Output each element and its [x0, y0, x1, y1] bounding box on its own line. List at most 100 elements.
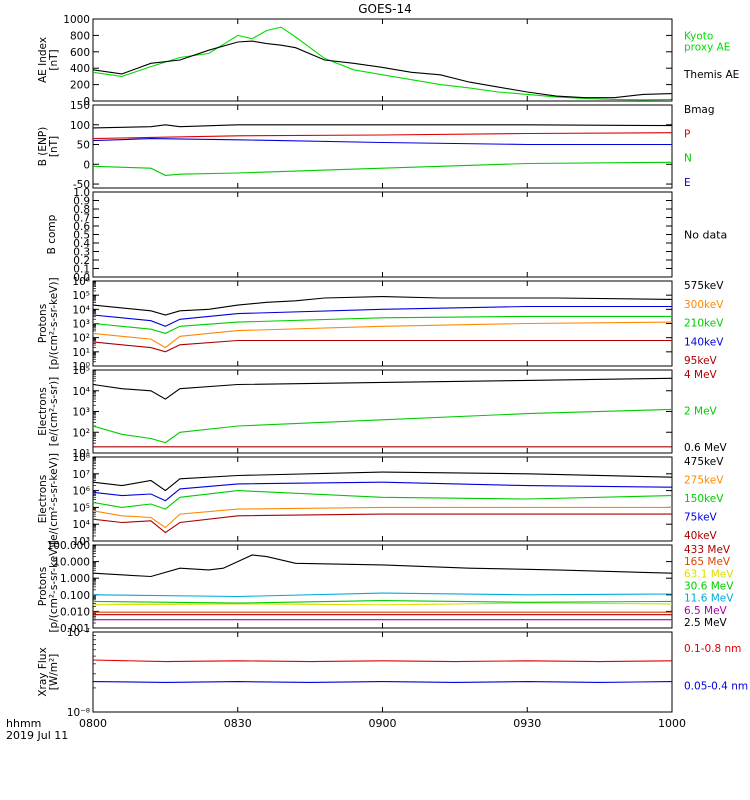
- series-line-575kev: [93, 296, 672, 316]
- y-tick-label: 0.1: [73, 264, 90, 276]
- y-axis-label-line: [e/(cm²-s-sr-keV)]: [48, 453, 60, 545]
- legend-label-line: N: [684, 153, 692, 165]
- y-axis-label-line: [e/(cm²-s-sr)]: [48, 377, 60, 446]
- y-tick-label: 10⁴: [72, 304, 90, 316]
- series-line-30-6-mev: [93, 600, 672, 604]
- legend-label-300kev: 300keV: [684, 299, 724, 311]
- panel-frame: [92, 104, 673, 189]
- panel-frame: [92, 191, 673, 278]
- y-axis-label: B comp: [46, 214, 58, 254]
- y-tick-label: 150: [70, 100, 90, 112]
- legend-label-0-05-0-4-nm: 0.05-0.4 nm: [684, 681, 748, 693]
- y-tick-label: 0.9: [73, 196, 90, 208]
- y-axis-label-line: [W/m²]: [48, 654, 60, 691]
- legend-label-433-mev: 433 MeV: [684, 544, 731, 556]
- legend-label-line: 2 MeV: [684, 406, 718, 418]
- series-line-2-5-mev: [93, 554, 672, 578]
- legend-label-140kev: 140keV: [684, 336, 724, 348]
- legend-label-line: 0.05-0.4 nm: [684, 681, 748, 693]
- y-tick-label: 10⁵: [72, 502, 90, 514]
- legend-label-575kev: 575keV: [684, 280, 724, 292]
- y-axis-label: Electrons[e/(cm²-s-sr)]: [37, 377, 60, 446]
- y-tick-label: 200: [70, 80, 90, 92]
- panel-electrons-kev: 10³ 10⁴ 10⁵ 10⁶ 10⁷ 10⁸ Electrons[e/(cm²-s-sr-…: [37, 452, 724, 548]
- legend-label-30-6-mev: 30.6 MeV: [684, 581, 734, 593]
- series-line-475kev: [93, 471, 672, 492]
- legend-label-line: 275keV: [684, 475, 724, 487]
- y-tick-label: 600: [70, 47, 90, 59]
- legend-label-line: 150keV: [684, 493, 724, 505]
- y-tick-label: 10⁵: [72, 290, 90, 302]
- y-axis-label: Protons[p/(cm²-s-sr-keV)]: [37, 540, 60, 632]
- y-tick-label: 0.001: [60, 623, 90, 635]
- legend-label-275kev: 275keV: [684, 475, 724, 487]
- y-tick-label: 800: [70, 30, 90, 42]
- y-tick-label: 0.0: [73, 272, 90, 284]
- y-axis-label-line: [nT]: [48, 49, 60, 70]
- legend-label-line: 0.6 MeV: [684, 442, 728, 454]
- y-tick-label: 10⁸: [72, 452, 90, 464]
- y-axis-label-line: B (ENP): [37, 127, 49, 167]
- series-line-2-mev: [93, 408, 672, 444]
- legend-label-line: 140keV: [684, 336, 724, 348]
- legend-label-line: 40keV: [684, 530, 718, 542]
- y-axis-label: Electrons[e/(cm²-s-sr-keV)]: [37, 453, 60, 545]
- y-tick-label: 0.8: [73, 204, 90, 216]
- series-line-140kev: [93, 305, 672, 327]
- series-line-themis-ae: [93, 40, 672, 99]
- legend-label-2-5-mev: 2.5 MeV: [684, 617, 728, 629]
- x-tick-label: 1000: [658, 717, 686, 730]
- y-axis-label-line: B comp: [46, 214, 58, 254]
- y-tick-label: 10⁶: [72, 276, 90, 288]
- series-line-150kev: [93, 490, 672, 510]
- legend-label-e: E: [684, 177, 691, 189]
- legend-label-line: E: [684, 177, 691, 189]
- y-axis-label-line: Electrons: [37, 387, 49, 436]
- y-tick-label: 1000: [63, 14, 90, 26]
- y-axis-label: AE Index[nT]: [37, 37, 60, 83]
- y-tick-label: 10⁻⁷: [67, 627, 90, 639]
- y-tick-label: 10³: [72, 536, 90, 548]
- series-line-0-1-0-8-nm: [93, 659, 672, 663]
- series-line-75kev: [93, 481, 672, 502]
- x-tick-label: 0830: [224, 717, 252, 730]
- legend-label-line: 2.5 MeV: [684, 617, 728, 629]
- y-tick-label: 0.100: [60, 590, 90, 602]
- series-line-210kev: [93, 315, 672, 334]
- y-tick-label: 100: [70, 120, 90, 132]
- series-line-11-6-mev: [93, 592, 672, 598]
- legend-label-line: Themis AE: [683, 69, 739, 81]
- y-tick-label: -50: [73, 179, 90, 191]
- legend-label-63-1-mev: 63.1 MeV: [684, 568, 734, 580]
- x-axis: 0800 0830 0900 0930 1000: [79, 717, 686, 730]
- legend-label-475kev: 475keV: [684, 456, 724, 468]
- legend-label-line: 4 MeV: [684, 369, 718, 381]
- y-tick-label: 10²: [72, 427, 90, 439]
- legend-label-line: P: [684, 128, 690, 140]
- legend-label-line: proxy AE: [684, 42, 730, 54]
- legend-label-themis-ae: Themis AE: [683, 69, 739, 81]
- series-line-95kev: [93, 339, 672, 353]
- legend-label-line: 300keV: [684, 299, 724, 311]
- legend-label-75kev: 75keV: [684, 512, 718, 524]
- y-axis-label-line: [p/(cm²-s-sr-keV)]: [48, 540, 60, 632]
- y-axis-label-line: AE Index: [37, 37, 49, 83]
- x-tick-label: 0900: [369, 717, 397, 730]
- y-tick-label: 1.000: [60, 573, 90, 585]
- y-tick-label: 10³: [72, 407, 90, 419]
- legend-label-line: 210keV: [684, 318, 724, 330]
- y-tick-label: 10⁰: [72, 361, 90, 373]
- y-axis-label-line: Protons: [37, 304, 49, 343]
- date-label: 2019 Jul 11: [6, 729, 68, 742]
- y-tick-label: 50: [77, 140, 90, 152]
- legend-label-line: Bmag: [684, 104, 715, 116]
- panel-frame: [92, 280, 673, 367]
- y-tick-label: 0: [83, 159, 90, 171]
- y-tick-label: 0.6: [73, 221, 90, 233]
- panel-frame: [92, 631, 673, 713]
- panel-b-enp: -50 0 50 100 150 B (ENP)[nT] Bmag P NE: [37, 100, 715, 191]
- y-axis-label-line: Xray Flux: [37, 647, 49, 696]
- x-tick-label: 0800: [79, 717, 107, 730]
- series-line-kyoto-proxy-ae: [93, 26, 672, 101]
- y-tick-label: 0.5: [73, 230, 90, 242]
